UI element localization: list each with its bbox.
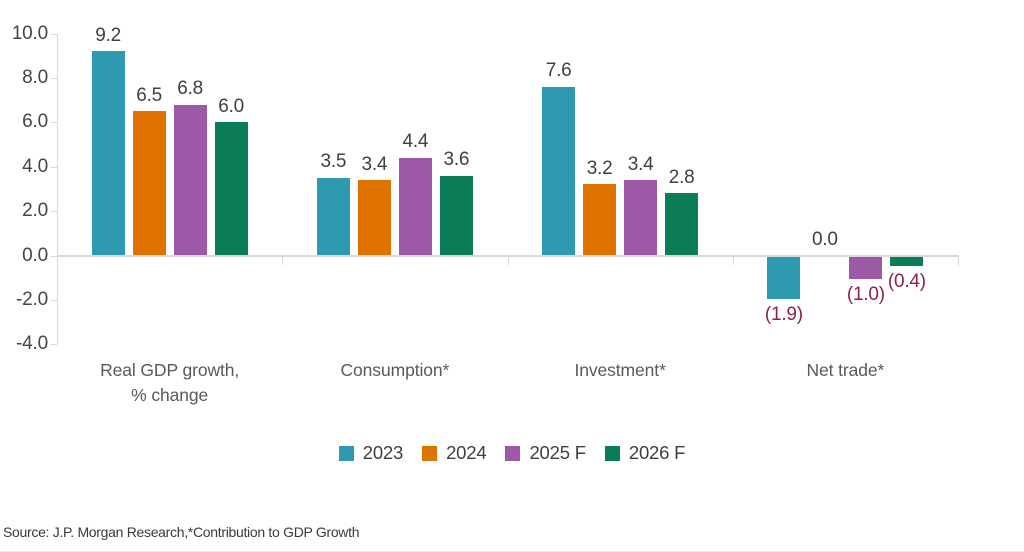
bar-value-label-2023-investment: 7.6 [545,60,572,82]
bar-2025-f-consumption [398,157,432,256]
y-axis-tick [51,256,57,257]
y-axis-tick [51,34,57,35]
bar-2026-f-investment [665,193,699,256]
bar-value-label-2026-f-net-trade: (0.4) [887,270,926,292]
x-axis-zero-line [57,254,958,257]
bar-value-label-2024-investment: 3.2 [586,157,613,179]
category-label-real-gdp-growth: Real GDP growth, % change [100,360,240,405]
bar-value-label-2024-net-trade: 0.0 [811,229,838,250]
legend-item-2025-f: 2025 F [505,442,586,463]
bar-2025-f-net-trade [849,257,883,280]
y-axis-tick-label: -4.0 [16,333,48,355]
bar-value-label-2025-f-investment: 3.4 [627,153,654,175]
legend-label-2025-f: 2025 F [529,442,586,463]
bar-value-label-2026-f-investment: 2.8 [668,166,695,188]
y-axis-tick-label: 10.0 [11,22,48,44]
bar-value-label-2026-f-real-gdp-growth: 6.0 [218,95,245,117]
legend-swatch-2025-f [505,445,521,461]
category-label-consumption: Consumption* [340,360,450,380]
bar-value-label-2026-f-consumption: 3.6 [443,149,470,171]
y-axis-line [57,33,58,345]
bar-2026-f-real-gdp-growth [214,122,248,256]
legend-swatch-2024 [422,445,438,461]
y-axis-tick [51,167,57,168]
bar-2023-investment [542,86,576,256]
y-axis-tick-label: 4.0 [22,155,48,177]
source-note: Source: J.P. Morgan Research,*Contributi… [3,524,360,540]
y-axis-tick [51,211,57,212]
bar-value-label-2023-consumption: 3.5 [320,151,347,173]
legend-item-2024: 2024 [422,442,487,463]
bar-value-label-2025-f-real-gdp-growth: 6.8 [177,78,204,100]
y-axis-tick [51,122,57,123]
x-axis-tick [508,254,509,265]
y-axis-tick-label: 6.0 [22,111,48,133]
bar-2023-consumption [316,177,350,256]
y-axis-tick-label: 2.0 [22,200,48,222]
bar-2023-real-gdp-growth [91,51,125,256]
y-axis-tick [51,344,57,345]
bar-2024-real-gdp-growth [132,111,166,256]
bar-value-label-2024-real-gdp-growth: 6.5 [136,84,163,106]
bar-2025-f-investment [624,180,658,256]
legend-label-2026-f: 2026 F [628,442,686,463]
y-axis-tick [51,78,57,79]
bar-2023-net-trade [767,257,801,300]
legend-label-2023: 2023 [362,442,404,463]
x-axis-tick [282,254,283,265]
bar-2025-f-real-gdp-growth [173,104,207,256]
y-axis-tick-label: 0.0 [22,244,48,266]
legend-swatch-2023 [338,445,354,461]
chart-legend: 2023 2024 2025 F 2026 F [0,443,1024,463]
bar-2026-f-consumption [439,175,473,256]
y-axis-tick [51,300,57,301]
bar-value-label-2025-f-consumption: 4.4 [402,131,429,153]
bar-value-label-2025-f-net-trade: (1.0) [846,284,885,306]
bar-value-label-2023-net-trade: (1.9) [764,304,803,326]
plot-area: 10.0 8.0 6.0 4.0 2.0 0.0 -2.0 -4.0 9.2 6.5 6.8 6.0 R… [11,22,959,405]
legend-swatch-2026-f [604,445,620,461]
category-label-net-trade: Net trade* [806,360,885,380]
bar-2026-f-net-trade [890,257,924,266]
legend-item-2026-f: 2026 F [604,442,686,463]
y-axis-tick-label: 8.0 [22,66,48,88]
legend-item-2023: 2023 [338,442,404,463]
x-axis-tick [958,254,959,265]
bar-value-label-2023-real-gdp-growth: 9.2 [95,24,122,46]
bar-2024-consumption [357,180,391,256]
legend-label-2024: 2024 [446,442,487,463]
bar-2024-investment [583,184,617,256]
x-axis-tick [733,254,734,265]
bar-value-label-2024-consumption: 3.4 [361,153,388,175]
y-axis-tick-label: -2.0 [16,288,48,310]
category-label-investment: Investment* [574,360,666,380]
